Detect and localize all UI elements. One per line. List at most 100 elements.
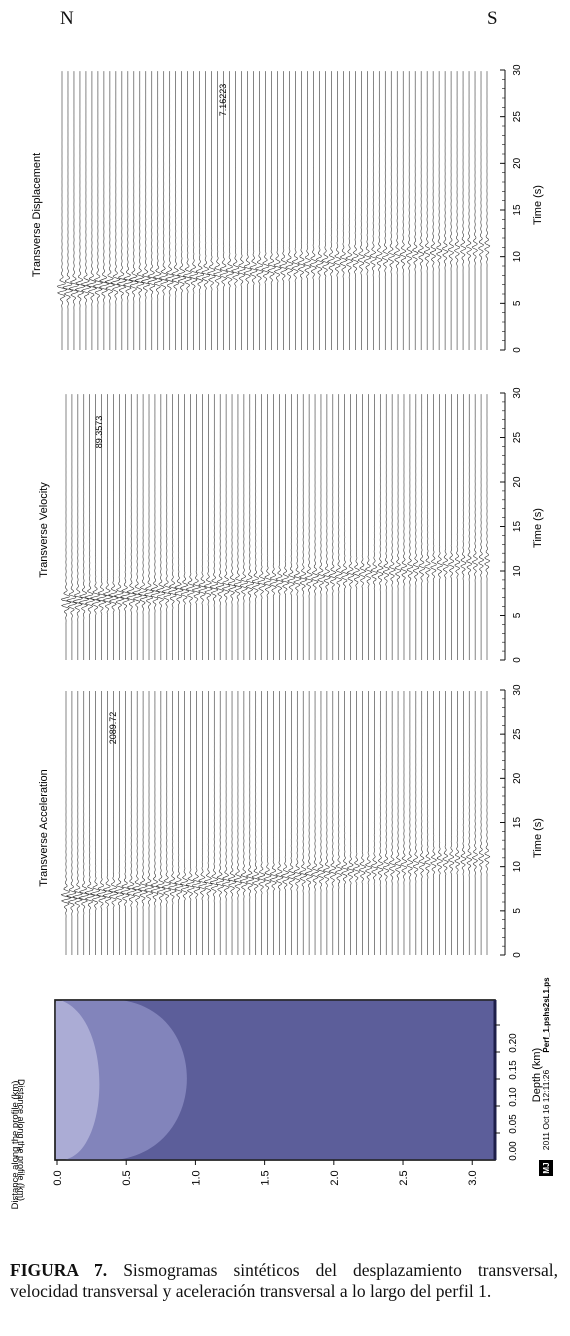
seismic-trace	[233, 691, 243, 955]
seismic-trace	[460, 691, 467, 955]
caption-label: FIGURA 7.	[10, 1260, 108, 1280]
seismic-trace	[442, 691, 449, 955]
seismic-trace	[370, 394, 378, 660]
plot-stamp: MJ 2011 Oct 16 12:11:26 Perf_1.pshs2sL1.…	[539, 977, 553, 1176]
seismic-trace	[376, 394, 384, 660]
seismic-trace	[192, 394, 201, 660]
time-tick-label: 25	[512, 432, 523, 444]
seismic-trace	[231, 71, 240, 350]
seismic-trace	[309, 71, 318, 350]
seismic-trace	[269, 691, 278, 955]
seismic-trace	[394, 394, 402, 660]
seismic-trace	[310, 394, 320, 660]
seismic-trace	[466, 691, 473, 955]
seismic-trace	[299, 394, 308, 660]
seismic-trace	[287, 394, 296, 660]
seismic-trace	[98, 71, 110, 350]
seismic-trace	[249, 71, 258, 350]
seismic-trace	[104, 71, 116, 350]
seismic-trace	[68, 71, 80, 350]
time-tick-label: 0	[512, 347, 523, 353]
seismic-trace	[189, 71, 199, 350]
time-label-velocity: Time (s)	[532, 508, 544, 548]
seismic-trace	[108, 394, 119, 660]
north-label: N	[60, 8, 74, 29]
seismic-trace	[228, 691, 237, 955]
seismic-trace	[89, 394, 101, 660]
seismic-trace	[92, 71, 104, 350]
seismic-trace	[424, 394, 431, 660]
seismic-trace	[364, 691, 373, 955]
seismic-trace	[478, 394, 484, 660]
seismic-trace	[255, 71, 264, 350]
seismic-trace	[131, 691, 143, 955]
seismic-trace	[412, 691, 420, 955]
seismic-trace	[215, 691, 225, 955]
seismic-trace	[128, 71, 139, 350]
seismic-trace	[74, 71, 86, 350]
time-tick-label: 10	[512, 251, 523, 263]
seismic-trace	[363, 71, 372, 350]
seismic-trace	[185, 691, 195, 955]
seismic-trace	[382, 71, 389, 350]
seismic-trace	[126, 691, 137, 955]
time-tick-label: 30	[512, 64, 523, 76]
depth-tick-label: 0.05	[508, 1114, 519, 1134]
time-tick-label: 15	[512, 521, 523, 533]
logo-box	[539, 1160, 553, 1176]
seismic-trace	[158, 71, 169, 350]
time-tick-label: 20	[512, 772, 523, 784]
seismic-trace	[478, 691, 484, 955]
seismic-trace	[275, 691, 284, 955]
seismic-trace	[328, 394, 337, 660]
seismic-trace	[179, 394, 189, 660]
seismic-trace	[333, 71, 342, 350]
seismic-trace	[72, 394, 84, 660]
seismic-trace	[383, 394, 390, 660]
seismic-trace	[424, 691, 431, 955]
seismic-trace	[466, 394, 473, 660]
seismic-trace	[201, 71, 210, 350]
seismic-trace	[144, 394, 155, 660]
seismic-trace	[334, 394, 343, 660]
time-tick-label: 0	[512, 657, 523, 663]
seismic-trace	[269, 394, 278, 660]
seismic-trace	[222, 691, 231, 955]
seismic-trace	[78, 394, 90, 660]
max-amplitude-displacement: 7.16223	[218, 84, 228, 117]
seismic-trace	[299, 691, 308, 955]
seismic-trace	[198, 691, 207, 955]
seismic-trace	[60, 691, 72, 955]
time-axis-displacement: 0 5 10 15 20 25 30	[500, 64, 523, 353]
seismic-trace	[168, 691, 178, 955]
seismic-trace	[383, 691, 390, 955]
seismic-trace	[460, 71, 467, 350]
seismic-trace	[454, 394, 461, 660]
seismic-trace	[102, 394, 114, 660]
seismic-trace	[436, 71, 443, 350]
seismic-trace	[84, 394, 96, 660]
seismic-trace	[478, 71, 484, 350]
time-axis-acceleration: 0 5 10 15 20 25 30	[500, 684, 523, 958]
depth-axis: 0.20 0.15 0.10 0.05 0.00	[495, 1024, 519, 1161]
seismic-trace	[263, 394, 272, 660]
seismic-trace	[86, 71, 98, 350]
max-amplitude-velocity: 89.3573	[94, 416, 104, 449]
distance-axis-label: Distance along the profile (km)	[10, 1081, 21, 1210]
seismic-trace	[195, 71, 205, 350]
seismic-trace	[239, 691, 248, 955]
panel-title-velocity: Transverse Velocity	[38, 482, 50, 578]
seismic-trace	[152, 71, 163, 350]
seismic-trace	[261, 71, 270, 350]
seismic-trace	[134, 71, 145, 350]
seismic-trace	[204, 394, 213, 660]
south-label: S	[487, 8, 498, 29]
seismic-trace	[471, 691, 479, 955]
distance-tick-label: 3.0	[467, 1170, 479, 1185]
seismic-trace	[137, 394, 148, 660]
seismic-trace	[358, 691, 367, 955]
seismic-trace	[179, 691, 189, 955]
seismic-trace	[110, 71, 121, 350]
time-label-acceleration: Time (s)	[532, 818, 544, 858]
seismic-trace	[267, 71, 276, 350]
